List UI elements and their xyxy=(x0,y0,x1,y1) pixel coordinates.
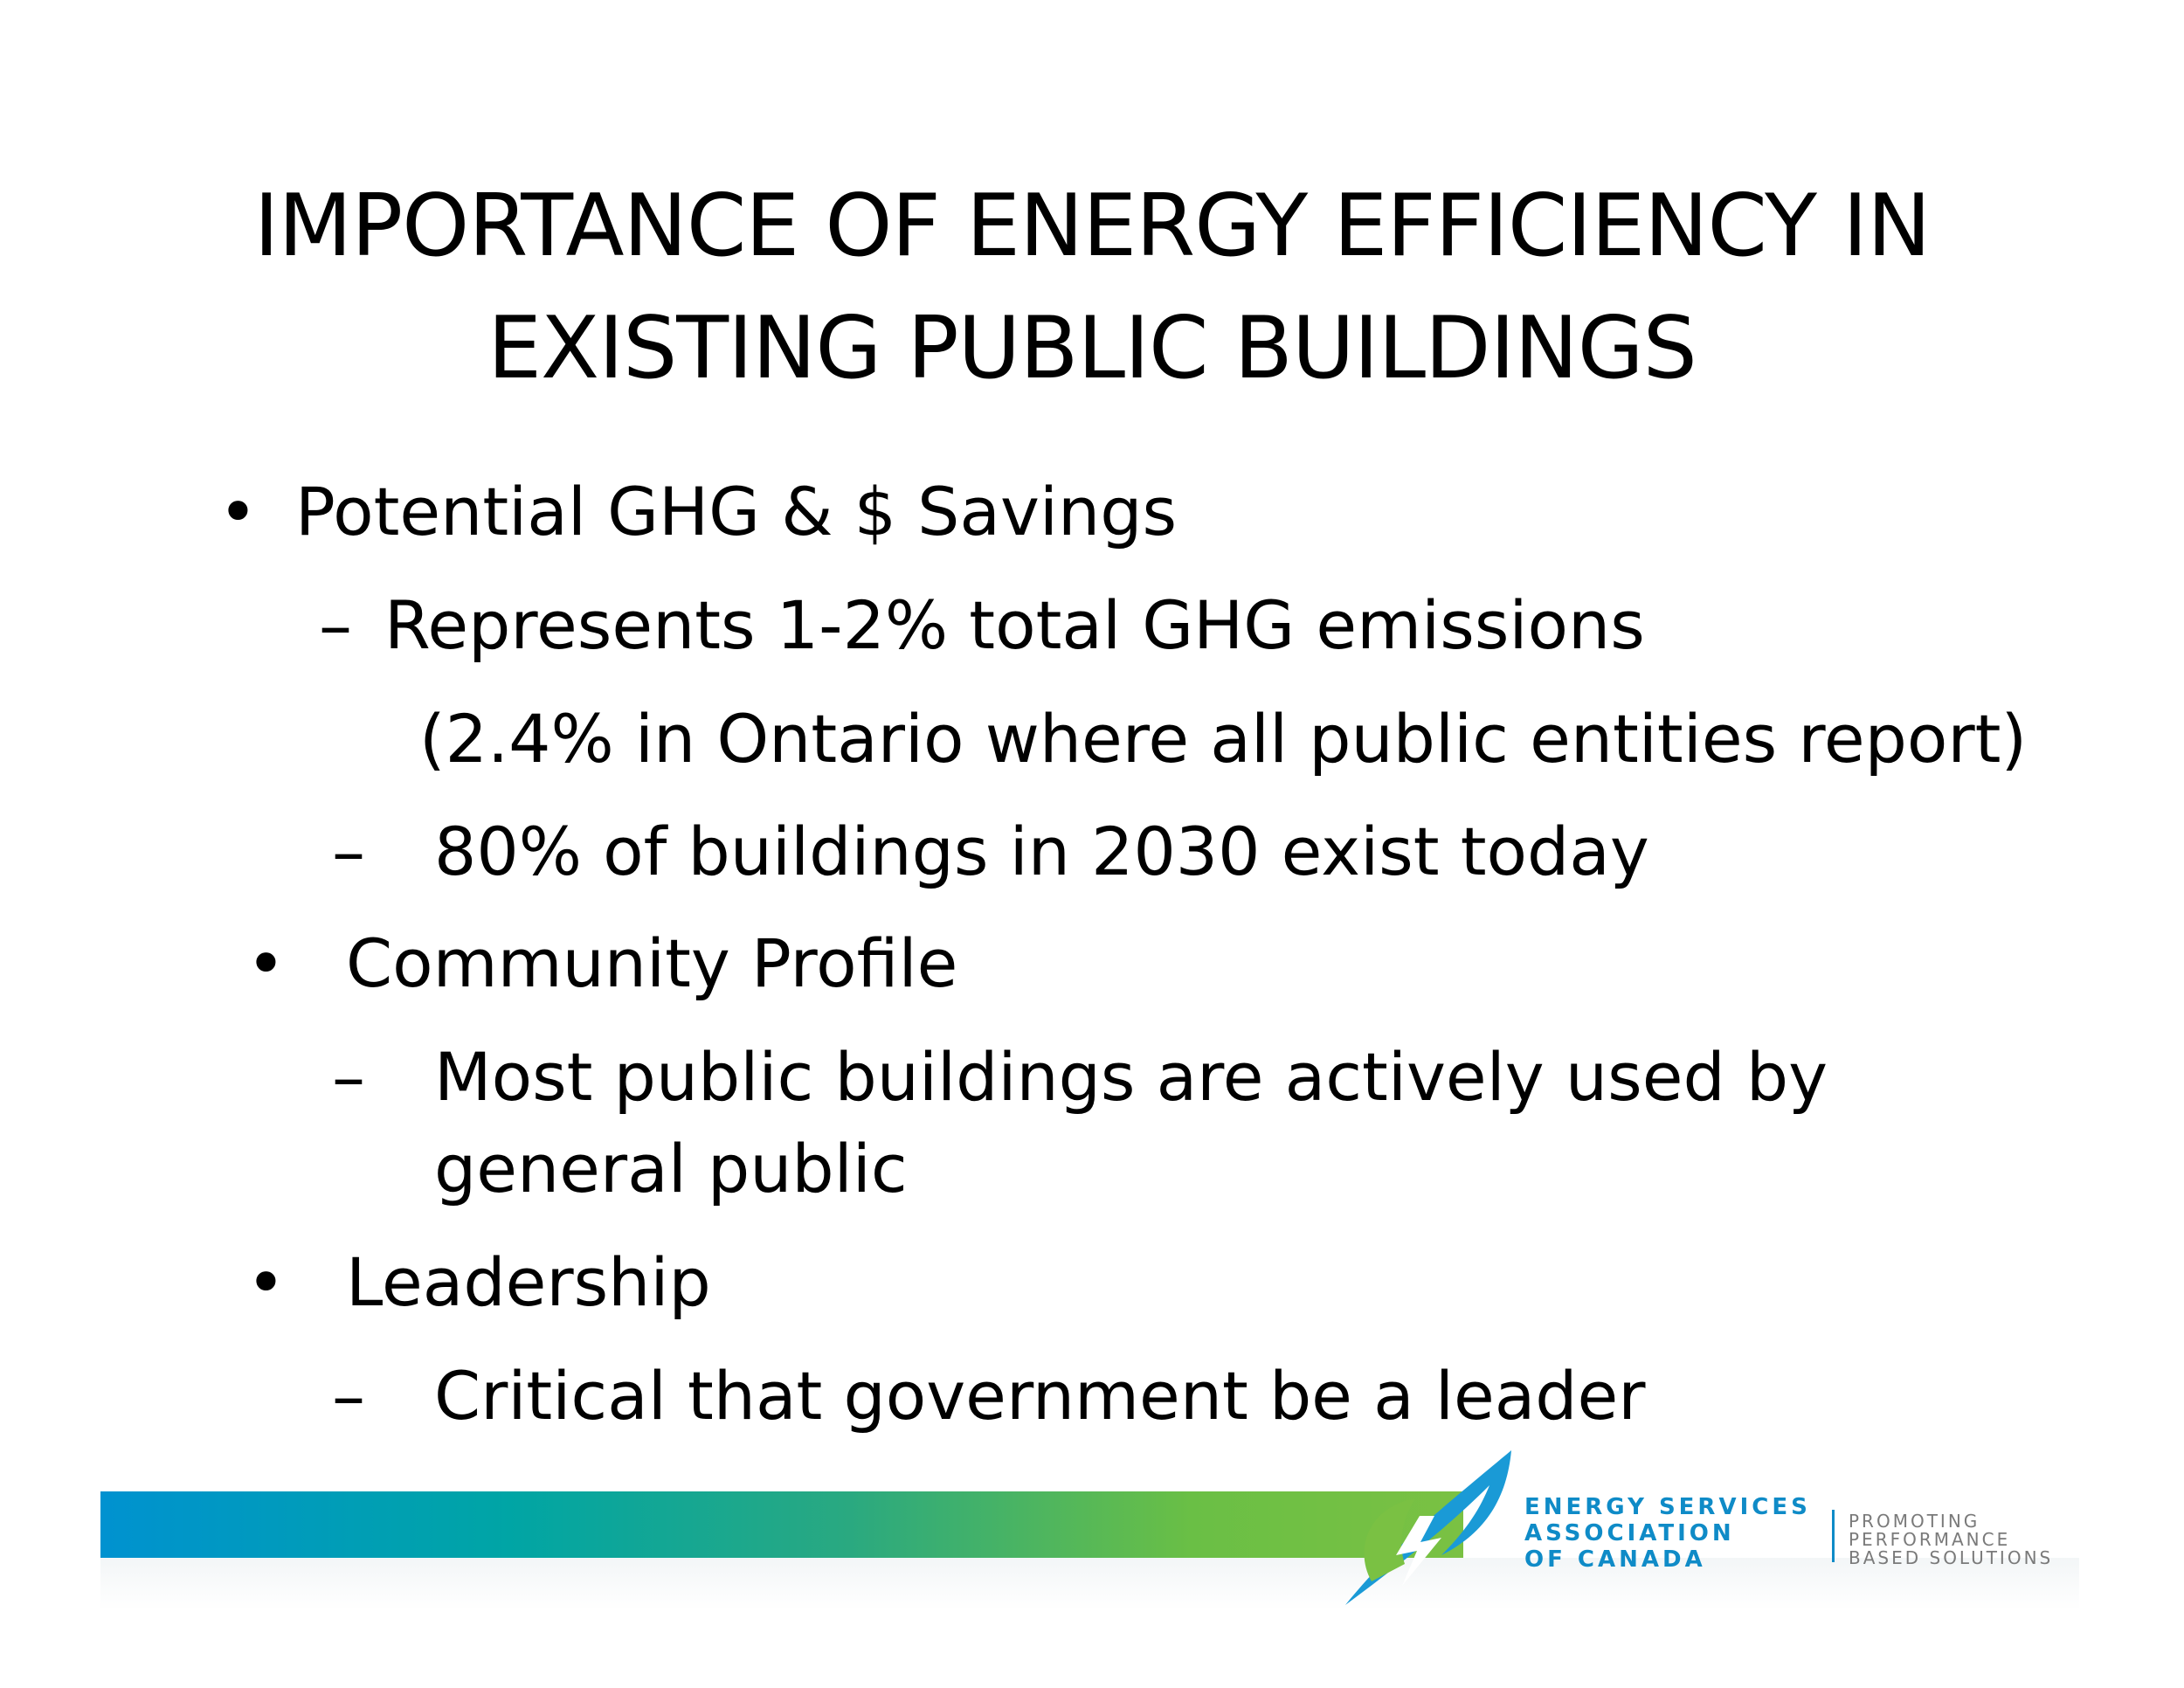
list-item-buildings-2030: 80% of buildings in 2030 exist today xyxy=(434,813,1649,890)
list-item-government-leader: Critical that government be a leader xyxy=(434,1357,1646,1435)
list-item-community-profile: Community Profile xyxy=(346,924,958,1002)
slide-title-line-2: EXISTING PUBLIC BUILDINGS xyxy=(487,299,1697,398)
leaf-lightning-logo-icon xyxy=(1345,1450,1511,1605)
org-name-line-2: ASSOCIATION xyxy=(1524,1520,1735,1546)
tagline-line-3: BASED SOLUTIONS xyxy=(1849,1547,2054,1568)
slide-title-line-1: IMPORTANCE OF ENERGY EFFICIENCY IN xyxy=(253,176,1932,276)
bullet-marker: • xyxy=(246,924,286,1002)
list-item-public-buildings-used: Most public buildings are actively used … xyxy=(434,1038,1828,1116)
list-item-leadership: Leadership xyxy=(346,1243,711,1321)
dash-marker: – xyxy=(332,813,365,890)
list-item-potential-savings: Potential GHG & $ Savings xyxy=(295,473,1178,550)
footer-divider xyxy=(1832,1510,1835,1562)
list-item-general-public: general public xyxy=(434,1130,908,1207)
bullet-marker: • xyxy=(218,473,258,550)
dash-marker: – xyxy=(332,1038,365,1116)
tagline-line-1: PROMOTING xyxy=(1849,1511,1980,1532)
footer-fade xyxy=(100,1558,2079,1610)
bullet-marker: • xyxy=(246,1243,286,1321)
list-item-represents-emissions: Represents 1-2% total GHG emissions xyxy=(384,586,1645,664)
footer-gradient-band xyxy=(100,1491,1463,1558)
tagline-line-2: PERFORMANCE xyxy=(1849,1529,2011,1550)
dash-marker: – xyxy=(332,1357,365,1435)
list-item-ontario-note: (2.4% in Ontario where all public entiti… xyxy=(419,700,2028,778)
org-name-line-1: ENERGY SERVICES xyxy=(1524,1494,1811,1520)
dash-marker: – xyxy=(319,586,352,664)
org-name-line-3: OF CANADA xyxy=(1524,1546,1706,1573)
